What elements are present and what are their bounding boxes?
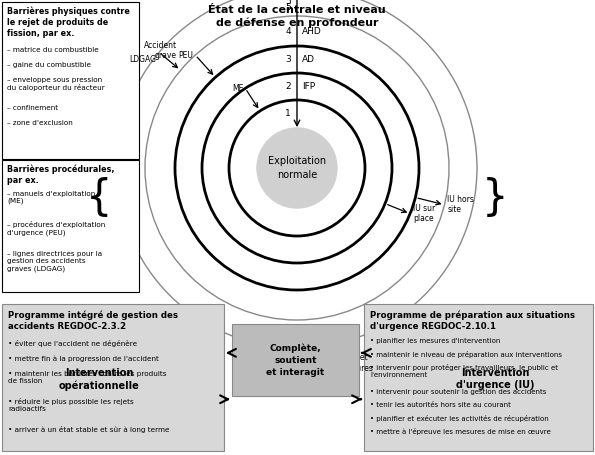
FancyBboxPatch shape	[364, 304, 593, 451]
Text: ME: ME	[232, 84, 243, 93]
Text: • planifier et exécuter les activités de récupération: • planifier et exécuter les activités de…	[370, 415, 549, 422]
Text: – gaine du combustible: – gaine du combustible	[7, 62, 91, 68]
Text: – procédures d'exploitation
d'urgence (PEU): – procédures d'exploitation d'urgence (P…	[7, 221, 105, 236]
FancyBboxPatch shape	[2, 2, 139, 159]
Text: Intervention
d'urgence (IU): Intervention d'urgence (IU)	[456, 368, 534, 390]
Text: – confinement: – confinement	[7, 105, 58, 111]
Text: 4: 4	[286, 26, 291, 35]
Text: Programme de préparation aux situations
d'urgence REGDOC-2.10.1: Programme de préparation aux situations …	[370, 310, 575, 331]
Text: {: {	[86, 177, 112, 219]
Text: Complète,
soutient
et interagit: Complète, soutient et interagit	[267, 344, 325, 377]
Text: Programme intégré de gestion des
accidents REGDOC-2.3.2: Programme intégré de gestion des acciden…	[8, 310, 178, 331]
Text: • maintenir les barrières contre les produits
de fission: • maintenir les barrières contre les pro…	[8, 370, 167, 384]
Text: IU sur
place: IU sur place	[413, 204, 436, 223]
Text: – zone d'exclusion: – zone d'exclusion	[7, 120, 73, 126]
Text: – enveloppe sous pression
du caloporteur du réacteur: – enveloppe sous pression du caloporteur…	[7, 77, 105, 91]
Text: • tenir les autorités hors site au courant: • tenir les autorités hors site au coura…	[370, 402, 511, 408]
Text: – manuels d'exploitation
(ME): – manuels d'exploitation (ME)	[7, 191, 95, 204]
Text: • planifier les mesures d'intervention: • planifier les mesures d'intervention	[370, 338, 500, 344]
Text: Plans et
procédures
d'IU: Plans et procédures d'IU	[331, 353, 374, 384]
Text: Barrières physiques contre
le rejet de produits de
fission, par ex.: Barrières physiques contre le rejet de p…	[7, 7, 130, 38]
Text: 5: 5	[285, 0, 291, 6]
Text: 1: 1	[285, 110, 291, 118]
Text: • arriver à un état stable et sûr à long terme: • arriver à un état stable et sûr à long…	[8, 426, 170, 433]
Text: • intervenir pour protéger les travailleurs, le public et
l'environnement: • intervenir pour protéger les travaille…	[370, 364, 558, 378]
Text: • éviter que l'accident ne dégénère: • éviter que l'accident ne dégénère	[8, 340, 137, 347]
Text: • mettre à l'épreuve les mesures de mise en œuvre: • mettre à l'épreuve les mesures de mise…	[370, 428, 551, 435]
Text: IU hors
site: IU hors site	[447, 195, 474, 214]
Text: – lignes directrices pour la
gestion des accidents
graves (LDGAG): – lignes directrices pour la gestion des…	[7, 251, 102, 272]
FancyBboxPatch shape	[232, 324, 359, 396]
Text: 3: 3	[285, 55, 291, 64]
Text: Exploitation
normale: Exploitation normale	[268, 157, 326, 180]
Circle shape	[257, 128, 337, 208]
Text: Barrières procédurales,
par ex.: Barrières procédurales, par ex.	[7, 165, 114, 185]
Text: – matrice du combustible: – matrice du combustible	[7, 47, 99, 53]
Text: AD: AD	[302, 55, 315, 64]
Text: IFP: IFP	[302, 82, 315, 91]
Text: Accident
grave: Accident grave	[143, 41, 177, 61]
Text: LDGAG: LDGAG	[129, 56, 156, 64]
Text: • mettre fin à la progression de l'accident: • mettre fin à la progression de l'accid…	[8, 355, 159, 362]
Text: État de la centrale et niveau
de défense en profondeur: État de la centrale et niveau de défense…	[208, 5, 386, 28]
Text: • réduire le plus possible les rejets
radioactifs: • réduire le plus possible les rejets ra…	[8, 398, 134, 412]
Text: Intervention
opérationnelle: Intervention opérationnelle	[59, 368, 139, 391]
Text: PEU: PEU	[178, 51, 193, 60]
FancyBboxPatch shape	[2, 304, 224, 451]
FancyBboxPatch shape	[2, 160, 139, 292]
Text: AHD: AHD	[302, 26, 322, 35]
Text: 5: 5	[285, 4, 291, 12]
Text: • maintenir le niveau de préparation aux interventions: • maintenir le niveau de préparation aux…	[370, 351, 562, 358]
Text: 2: 2	[286, 82, 291, 91]
Text: }: }	[482, 177, 508, 219]
Text: • intervenir pour soutenir la gestion des accidents: • intervenir pour soutenir la gestion de…	[370, 389, 546, 395]
